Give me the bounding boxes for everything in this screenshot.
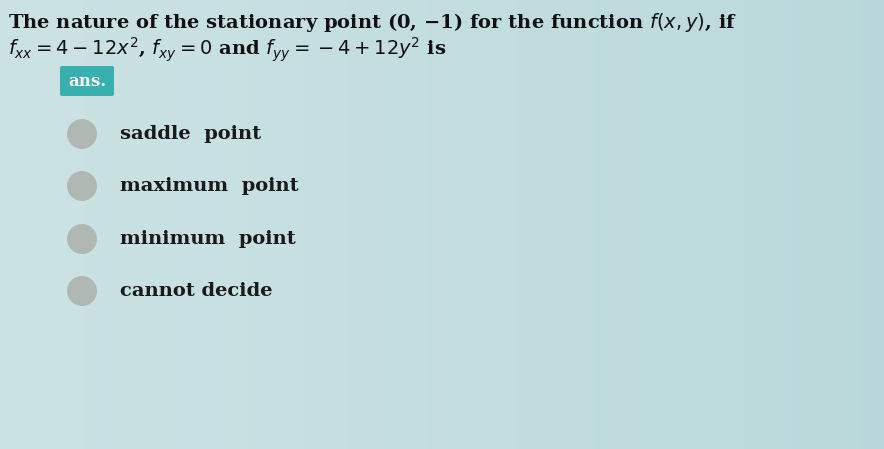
Text: minimum  point: minimum point xyxy=(120,230,296,248)
Text: maximum  point: maximum point xyxy=(120,177,299,195)
Circle shape xyxy=(67,119,97,149)
Circle shape xyxy=(67,171,97,201)
Circle shape xyxy=(67,276,97,306)
Text: saddle  point: saddle point xyxy=(120,125,261,143)
Text: cannot decide: cannot decide xyxy=(120,282,272,300)
Text: ans.: ans. xyxy=(68,72,106,89)
Circle shape xyxy=(67,224,97,254)
Text: The nature of the stationary point (0, −1) for the function $f(x, y)$, if: The nature of the stationary point (0, −… xyxy=(8,11,737,34)
Text: $f_{xx} = 4 - 12x^2$, $f_{xy} = 0$ and $f_{yy} = -4 + 12y^2$ is: $f_{xx} = 4 - 12x^2$, $f_{xy} = 0$ and $… xyxy=(8,36,446,64)
FancyBboxPatch shape xyxy=(60,66,114,96)
